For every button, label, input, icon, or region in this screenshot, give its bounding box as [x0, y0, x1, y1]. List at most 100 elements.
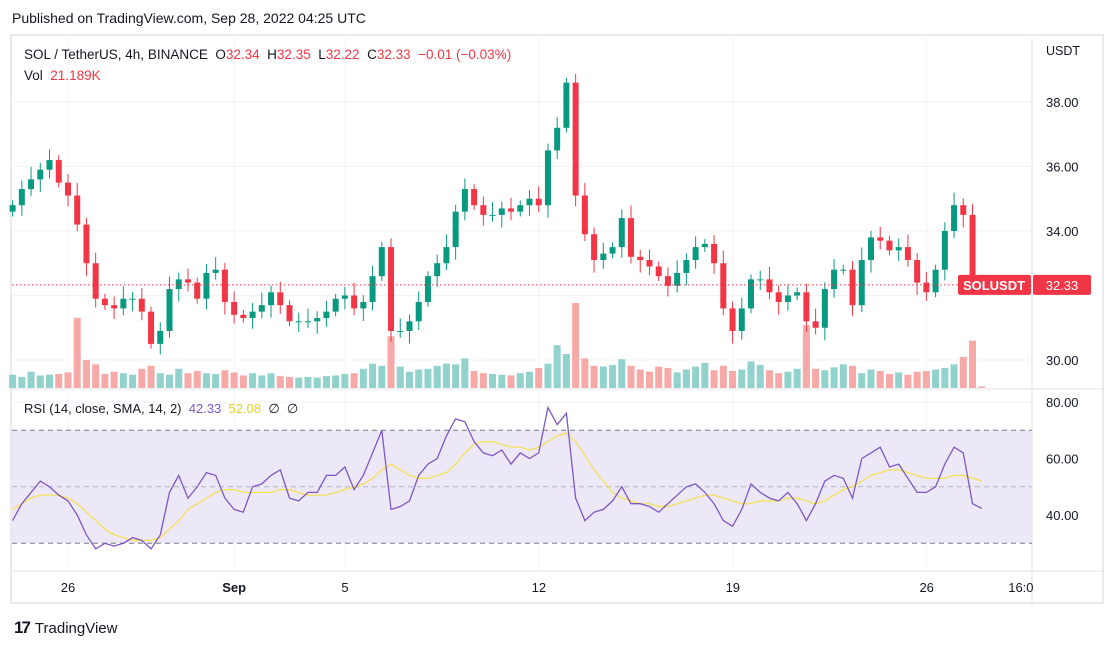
high-value: 32.35	[276, 47, 311, 62]
volume-bar	[9, 374, 17, 388]
candle-body	[526, 198, 533, 206]
candle-body	[812, 321, 819, 328]
candle-body	[904, 247, 911, 261]
candle-body	[563, 82, 570, 128]
candle-body	[37, 169, 44, 180]
volume-bar	[322, 376, 330, 388]
close-value: 32.33	[376, 47, 411, 62]
low-value: 32.22	[325, 47, 360, 62]
volume-bar	[461, 358, 469, 388]
volume-bar	[433, 365, 441, 388]
time-tick-label: 26	[919, 580, 933, 595]
volume-bar	[885, 373, 893, 388]
volume-bar	[64, 372, 72, 388]
volume-bar	[867, 369, 875, 388]
candle-body	[369, 276, 376, 302]
volume-bar	[212, 373, 220, 388]
volume-bar	[82, 359, 90, 388]
rsi-sma-line	[12, 432, 982, 542]
rsi-tick-label: 40.00	[1046, 508, 1079, 523]
candle-body	[840, 269, 847, 271]
candle-body	[618, 218, 625, 248]
volume-bar	[479, 373, 487, 388]
candle-body	[628, 218, 635, 257]
change-value: −0.01 (−0.03%)	[418, 47, 512, 62]
candle-body	[314, 318, 321, 322]
volume-bar	[92, 364, 100, 388]
volume-bar	[692, 366, 700, 388]
volume-bar	[969, 340, 977, 388]
rsi-title[interactable]: RSI (14, close, SMA, 14, 2)	[24, 401, 182, 416]
candle-body	[9, 205, 16, 212]
symbol-title[interactable]: SOL / TetherUS, 4h, BINANCE	[24, 47, 208, 62]
low-label: L	[318, 47, 326, 62]
volume-bar	[424, 368, 432, 388]
candle-body	[406, 321, 413, 331]
volume-bar	[378, 365, 386, 388]
candle-body	[803, 292, 810, 322]
candle-body	[821, 289, 828, 328]
volume-bar	[812, 368, 820, 388]
candle-body	[92, 263, 99, 299]
candle-body	[877, 237, 884, 241]
candle-body	[886, 240, 893, 251]
volume-bar	[922, 371, 930, 388]
candle-body	[748, 279, 754, 309]
candle-body	[831, 269, 838, 290]
volume-bar	[849, 365, 857, 388]
volume-bar	[932, 369, 940, 388]
volume-bar	[858, 373, 866, 388]
candle-body	[572, 82, 579, 196]
price-tick-label: 34.00	[1046, 224, 1079, 239]
candle-body	[388, 247, 395, 331]
volume-bar	[267, 373, 275, 388]
footer-brand[interactable]: TradingView	[34, 619, 118, 637]
symbol-tag-label: SOLUSDT	[963, 278, 1025, 293]
candle-body	[277, 292, 284, 306]
candle-body	[129, 298, 136, 300]
volume-bar	[775, 373, 783, 388]
rsi-na-2: ∅	[286, 401, 299, 416]
candle-body	[720, 263, 727, 309]
symbol-tag[interactable]	[958, 274, 1031, 295]
candle-body	[960, 205, 967, 215]
volume-bar	[978, 386, 986, 388]
tradingview-logo-icon[interactable]: 17	[14, 618, 31, 637]
volume-bar	[701, 362, 709, 388]
time-tick-label: Sep	[222, 580, 246, 595]
volume-bar	[415, 369, 423, 388]
candle-body	[212, 269, 219, 273]
volume-label[interactable]: Vol	[24, 68, 43, 83]
candle-body	[794, 292, 801, 296]
rsi-sma-value: 52.08	[228, 401, 262, 416]
volume-bar	[950, 364, 958, 388]
candle-body	[157, 330, 164, 344]
rsi-tick-label: 60.00	[1046, 452, 1079, 467]
candle-body	[184, 279, 191, 283]
candle-body	[600, 253, 607, 261]
time-tick-label: 19	[726, 580, 740, 595]
volume-bar	[719, 365, 727, 388]
candle-body	[46, 160, 53, 170]
candle-body	[83, 224, 90, 264]
candle-body	[351, 295, 358, 309]
volume-bar	[553, 345, 561, 388]
volume-bar	[581, 358, 589, 388]
volume-bar	[156, 373, 164, 388]
candle-body	[489, 214, 496, 216]
candle-body	[951, 205, 958, 231]
volume-bar	[249, 373, 257, 388]
volume-bar	[230, 372, 238, 388]
volume-bar	[73, 317, 81, 388]
volume-bar	[664, 368, 672, 388]
last-price-tag	[1033, 274, 1091, 295]
volume-bar	[175, 368, 183, 388]
candle-body	[304, 321, 311, 323]
rsi-line	[12, 405, 983, 550]
candle-body	[249, 311, 256, 319]
volume-bar	[332, 375, 340, 388]
time-tick-label: 5	[341, 580, 348, 595]
volume-bar	[442, 363, 450, 388]
candle-body	[757, 279, 764, 281]
